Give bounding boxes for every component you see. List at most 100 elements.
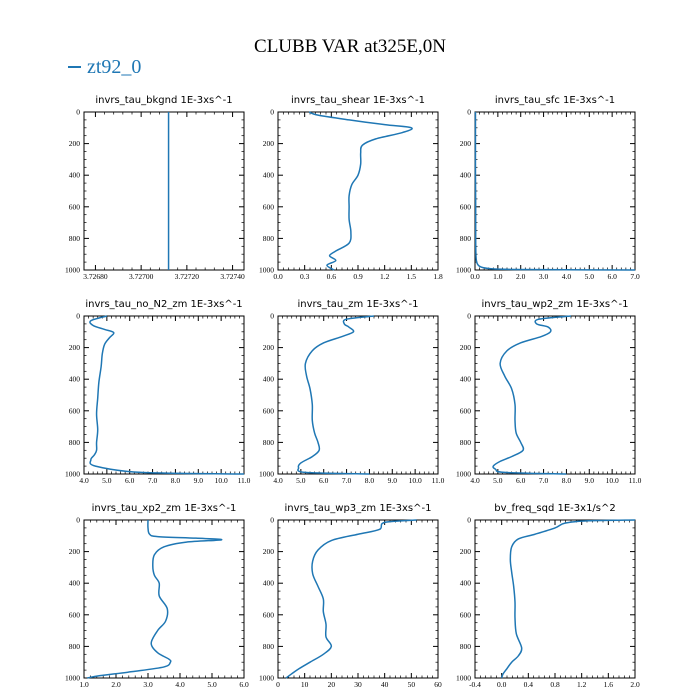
y-tick-label: 800 <box>460 642 472 651</box>
series-line <box>492 315 572 475</box>
panel-7: invrs_tau_xp2_zm 1E-3xs^-1 1.0 2.0 3.0 4.0 5.… <box>65 503 249 689</box>
x-tick-label: 4.0 <box>273 476 283 485</box>
y-tick-label: 1000 <box>259 470 274 479</box>
y-tick-label: 200 <box>69 547 81 556</box>
x-tick-label: 0.6 <box>327 272 337 281</box>
y-tick-label: 600 <box>263 406 275 415</box>
x-tick-label: 1.2 <box>380 272 390 281</box>
y-tick-label: 1000 <box>259 674 274 683</box>
x-tick-label: 0.0 <box>273 272 283 281</box>
series-line <box>89 315 245 475</box>
y-tick-label: 0 <box>270 108 274 117</box>
x-tick-label: 11.0 <box>238 476 251 485</box>
y-tick-label: 200 <box>69 139 81 148</box>
panel-title: invrs_tau_no_N2_zm 1E-3xs^-1 <box>85 299 242 310</box>
x-tick-label: 9.0 <box>388 476 398 485</box>
y-tick-label: 800 <box>263 642 275 651</box>
x-tick-label: 3.72740 <box>220 272 245 281</box>
x-tick-label: 2.0 <box>516 272 526 281</box>
y-tick-label: 400 <box>69 171 81 180</box>
y-tick-label: 600 <box>69 406 81 415</box>
x-tick-label: 3.0 <box>143 680 153 689</box>
x-tick-label: 3.72720 <box>175 272 200 281</box>
panel-title: invrs_tau_bkgnd 1E-3xs^-1 <box>95 95 232 106</box>
x-tick-label: 6.0 <box>239 680 249 689</box>
y-tick-label: 0 <box>270 312 274 321</box>
x-tick-label: 1.0 <box>79 680 89 689</box>
x-tick-label: 2.0 <box>111 680 121 689</box>
y-tick-label: 800 <box>460 438 472 447</box>
legend: zt92_0 <box>68 56 141 79</box>
panel-title: invrs_tau_xp2_zm 1E-3xs^-1 <box>92 503 237 514</box>
panel-4: invrs_tau_no_N2_zm 1E-3xs^-1 4.0 5.0 6.0 7.0… <box>65 299 251 485</box>
y-tick-label: 400 <box>263 171 275 180</box>
y-tick-label: 400 <box>460 579 472 588</box>
panel-5: invrs_tau_zm 1E-3xs^-1 4.0 5.0 6.0 7.0 8.0 9.0… <box>259 299 445 485</box>
y-tick-label: 0 <box>76 516 80 525</box>
panel-8: invrs_tau_wp3_zm 1E-3xs^-10 10 20 30 40 50 600… <box>259 503 442 689</box>
panel-9: bv_freq_sqd 1E-3x1/s^2 -0.4 0.0 0.4 0.8 1.2 1.… <box>456 503 640 689</box>
x-tick-label: 7.0 <box>148 476 158 485</box>
y-tick-label: 1000 <box>65 674 80 683</box>
x-tick-label: 3.72700 <box>129 272 154 281</box>
y-tick-label: 200 <box>69 343 81 352</box>
x-tick-label: 7.0 <box>342 476 352 485</box>
y-tick-label: 1000 <box>259 266 274 275</box>
x-tick-label: 6.0 <box>125 476 135 485</box>
y-tick-label: 800 <box>69 438 81 447</box>
y-tick-label: 1000 <box>65 470 80 479</box>
y-tick-label: 600 <box>460 202 472 211</box>
x-tick-label: 0.8 <box>550 680 560 689</box>
y-tick-label: 600 <box>263 202 275 211</box>
y-tick-label: 400 <box>460 375 472 384</box>
panel-title: bv_freq_sqd 1E-3x1/s^2 <box>494 503 616 514</box>
x-tick-label: 1.2 <box>577 680 587 689</box>
panel-title: invrs_tau_wp3_zm 1E-3xs^-1 <box>285 503 432 514</box>
y-tick-label: 800 <box>263 234 275 243</box>
x-tick-label: 20 <box>328 680 336 689</box>
x-tick-label: 8.0 <box>562 476 572 485</box>
y-tick-label: 0 <box>76 312 80 321</box>
panel-title: invrs_tau_shear 1E-3xs^-1 <box>291 95 425 106</box>
x-tick-label: 10.0 <box>409 476 422 485</box>
y-tick-label: 0 <box>467 108 471 117</box>
plot-frame <box>83 519 245 679</box>
x-tick-label: 9.0 <box>194 476 204 485</box>
series-line <box>474 112 636 271</box>
x-tick-label: 0.0 <box>497 680 507 689</box>
x-tick-label: 50 <box>408 680 416 689</box>
x-tick-label: 0.9 <box>353 272 363 281</box>
y-tick-label: 1000 <box>456 266 471 275</box>
legend-line-icon <box>68 66 81 69</box>
series-line <box>285 519 417 679</box>
x-tick-label: 0.3 <box>300 272 310 281</box>
x-tick-label: 0 <box>276 680 280 689</box>
x-tick-label: 3.72680 <box>83 272 108 281</box>
panel-2: invrs_tau_shear 1E-3xs^-1 0.0 0.3 0.6 0.9 1.2… <box>259 95 443 281</box>
y-tick-label: 600 <box>69 202 81 211</box>
y-tick-label: 200 <box>263 547 275 556</box>
series-line <box>297 315 375 475</box>
y-tick-label: 600 <box>69 610 81 619</box>
y-tick-label: 200 <box>263 343 275 352</box>
series-line <box>500 519 636 679</box>
x-tick-label: 3.0 <box>539 272 549 281</box>
y-tick-label: 400 <box>69 375 81 384</box>
x-tick-label: 0.4 <box>524 680 534 689</box>
x-tick-label: 9.0 <box>585 476 595 485</box>
y-tick-label: 200 <box>263 139 275 148</box>
y-tick-label: 1000 <box>456 674 471 683</box>
series-line <box>308 111 413 271</box>
x-tick-label: 8.0 <box>171 476 181 485</box>
x-tick-label: 4.0 <box>470 476 480 485</box>
y-tick-label: 0 <box>467 516 471 525</box>
y-tick-label: 800 <box>69 234 81 243</box>
x-tick-label: 6.0 <box>319 476 329 485</box>
x-tick-label: 6.0 <box>516 476 526 485</box>
y-tick-label: 1000 <box>65 266 80 275</box>
x-tick-label: 7.0 <box>539 476 549 485</box>
x-tick-label: -0.4 <box>469 680 481 689</box>
x-tick-label: 4.0 <box>175 680 185 689</box>
x-tick-label: 5.0 <box>585 272 595 281</box>
panel-3: invrs_tau_sfc 1E-3xs^-1 0.0 1.0 2.0 3.0 4.0 5.… <box>456 95 640 281</box>
